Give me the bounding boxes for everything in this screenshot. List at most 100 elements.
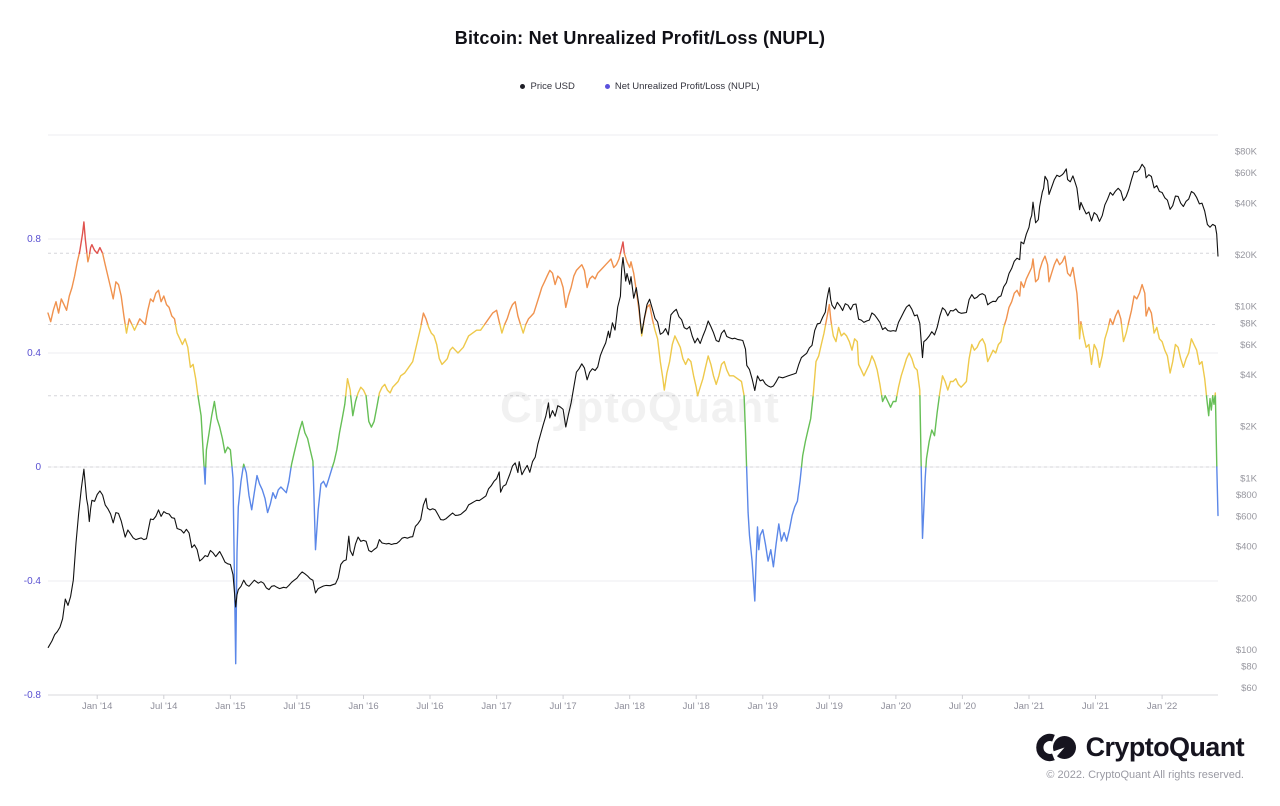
nupl-line bbox=[89, 244, 104, 254]
nupl-line bbox=[483, 309, 501, 326]
nupl-line bbox=[920, 466, 927, 539]
nupl-line bbox=[127, 318, 133, 326]
nupl-line bbox=[1152, 323, 1208, 397]
nupl-line bbox=[205, 400, 233, 468]
nupl-line bbox=[925, 395, 941, 468]
left-axis-tick-label: -0.4 bbox=[24, 576, 42, 587]
nupl-line bbox=[427, 323, 486, 366]
left-axis-tick-label: 0.8 bbox=[27, 234, 41, 245]
nupl-line bbox=[1108, 309, 1123, 326]
nupl-line bbox=[519, 323, 527, 334]
right-axis-tick-label: $6K bbox=[1240, 340, 1258, 351]
nupl-line bbox=[652, 323, 745, 397]
nupl-line bbox=[1003, 255, 1080, 326]
right-axis-tick-label: $1K bbox=[1240, 473, 1258, 484]
x-tick-label: Jul '14 bbox=[150, 701, 177, 712]
nupl-line bbox=[1080, 321, 1083, 326]
right-axis-tick-label: $60 bbox=[1241, 683, 1257, 694]
left-axis-tick-label: 0.4 bbox=[27, 348, 41, 359]
nupl-line bbox=[378, 323, 422, 397]
right-axis-tick-label: $600 bbox=[1236, 511, 1257, 522]
x-tick-label: Jul '15 bbox=[283, 701, 310, 712]
x-tick-label: Jul '20 bbox=[949, 701, 976, 712]
nupl-line bbox=[503, 301, 522, 326]
x-tick-label: Jan '18 bbox=[615, 701, 645, 712]
right-axis-tick-label: $40K bbox=[1235, 198, 1258, 209]
legend-item-nupl[interactable]: Net Unrealized Profit/Loss (NUPL) bbox=[604, 81, 760, 92]
nupl-line bbox=[331, 395, 347, 468]
copyright-text: © 2022. CryptoQuant All rights reserved. bbox=[1046, 769, 1244, 781]
nupl-line bbox=[101, 252, 126, 326]
nupl-line bbox=[824, 303, 833, 326]
nupl-line bbox=[242, 463, 246, 468]
nupl-series-marker-icon bbox=[604, 84, 610, 89]
nupl-line bbox=[1205, 395, 1214, 417]
left-axis-tick-label: 0 bbox=[35, 462, 41, 473]
nupl-line bbox=[812, 323, 827, 397]
page-title: Bitcoin: Net Unrealized Profit/Loss (NUP… bbox=[454, 28, 826, 48]
nupl-line bbox=[197, 395, 205, 468]
price-line bbox=[47, 163, 1219, 649]
price-series-marker-icon bbox=[520, 84, 526, 89]
x-tick-label: Jan '22 bbox=[1147, 701, 1177, 712]
nupl-line bbox=[1214, 395, 1218, 468]
nupl-line bbox=[136, 289, 177, 326]
nupl-line bbox=[356, 386, 367, 397]
cryptoquant-logo: CryptoQuant bbox=[1035, 731, 1245, 764]
watermark: CryptoQuant bbox=[500, 383, 780, 432]
cryptoquant-logo-icon bbox=[1035, 733, 1076, 762]
legend-item-price[interactable]: Price USD bbox=[520, 81, 575, 92]
right-axis-tick-label: $100 bbox=[1236, 645, 1257, 656]
right-axis-tick-label: $2K bbox=[1240, 422, 1258, 433]
right-axis-tick-label: $20K bbox=[1235, 250, 1258, 261]
nupl-line bbox=[312, 466, 334, 551]
right-axis-tick-label: $800 bbox=[1236, 490, 1257, 501]
footer: CryptoQuant © 2022. CryptoQuant All righ… bbox=[1035, 731, 1245, 781]
nupl-line bbox=[47, 252, 80, 323]
x-tick-label: Jul '18 bbox=[683, 701, 710, 712]
nupl-line bbox=[1216, 466, 1219, 517]
nupl-line bbox=[1120, 323, 1129, 343]
nupl-line bbox=[619, 241, 625, 254]
right-axis-tick-label: $400 bbox=[1236, 542, 1257, 553]
nupl-line bbox=[1078, 323, 1082, 340]
right-axis-tick-label: $200 bbox=[1236, 593, 1257, 604]
right-axis-tick-label: $80 bbox=[1241, 662, 1257, 673]
x-tick-label: Jan '15 bbox=[215, 701, 245, 712]
x-tick-label: Jul '19 bbox=[816, 701, 843, 712]
nupl-line bbox=[525, 252, 622, 326]
nupl-line bbox=[203, 466, 207, 485]
nupl-line bbox=[896, 352, 921, 397]
x-tick-label: Jul '16 bbox=[416, 701, 443, 712]
x-tick-label: Jul '21 bbox=[1082, 701, 1109, 712]
nupl-line bbox=[174, 323, 199, 397]
left-axis-tick-label: -0.8 bbox=[24, 690, 42, 701]
right-axis-tick-label: $10K bbox=[1235, 302, 1258, 313]
nupl-line bbox=[1127, 283, 1154, 326]
nupl-line bbox=[743, 395, 748, 468]
chart-canvas[interactable]: Jan '14 Jul '14 Jan '15 Jul '15 Jan '16 Jul '… bbox=[0, 0, 1280, 730]
x-tick-label: Jan '19 bbox=[748, 701, 778, 712]
nupl-line bbox=[499, 323, 506, 334]
right-axis-tick-label: $8K bbox=[1240, 318, 1258, 329]
nupl-line bbox=[78, 221, 88, 254]
nupl-line bbox=[919, 395, 922, 468]
nupl-line bbox=[350, 395, 358, 417]
nupl-line bbox=[938, 323, 1006, 397]
nupl-line bbox=[745, 466, 803, 602]
x-tick-label: Jul '17 bbox=[550, 701, 577, 712]
right-axis-tick-label: $4K bbox=[1240, 370, 1258, 381]
nupl-line bbox=[243, 466, 292, 514]
nupl-line bbox=[131, 323, 138, 331]
x-tick-label: Jan '17 bbox=[481, 701, 511, 712]
nupl-line bbox=[800, 395, 814, 468]
nupl-line bbox=[365, 395, 380, 428]
nupl-line bbox=[124, 323, 129, 334]
right-axis-tick-label: $80K bbox=[1235, 147, 1258, 158]
legend: Price USD Net Unrealized Profit/Loss (NU… bbox=[0, 81, 1280, 92]
x-tick-label: Jan '14 bbox=[82, 701, 112, 712]
nupl-line bbox=[345, 378, 352, 397]
nupl-line bbox=[420, 312, 429, 326]
brand-name: CryptoQuant bbox=[1085, 732, 1245, 762]
x-tick-label: Jan '21 bbox=[1014, 701, 1044, 712]
